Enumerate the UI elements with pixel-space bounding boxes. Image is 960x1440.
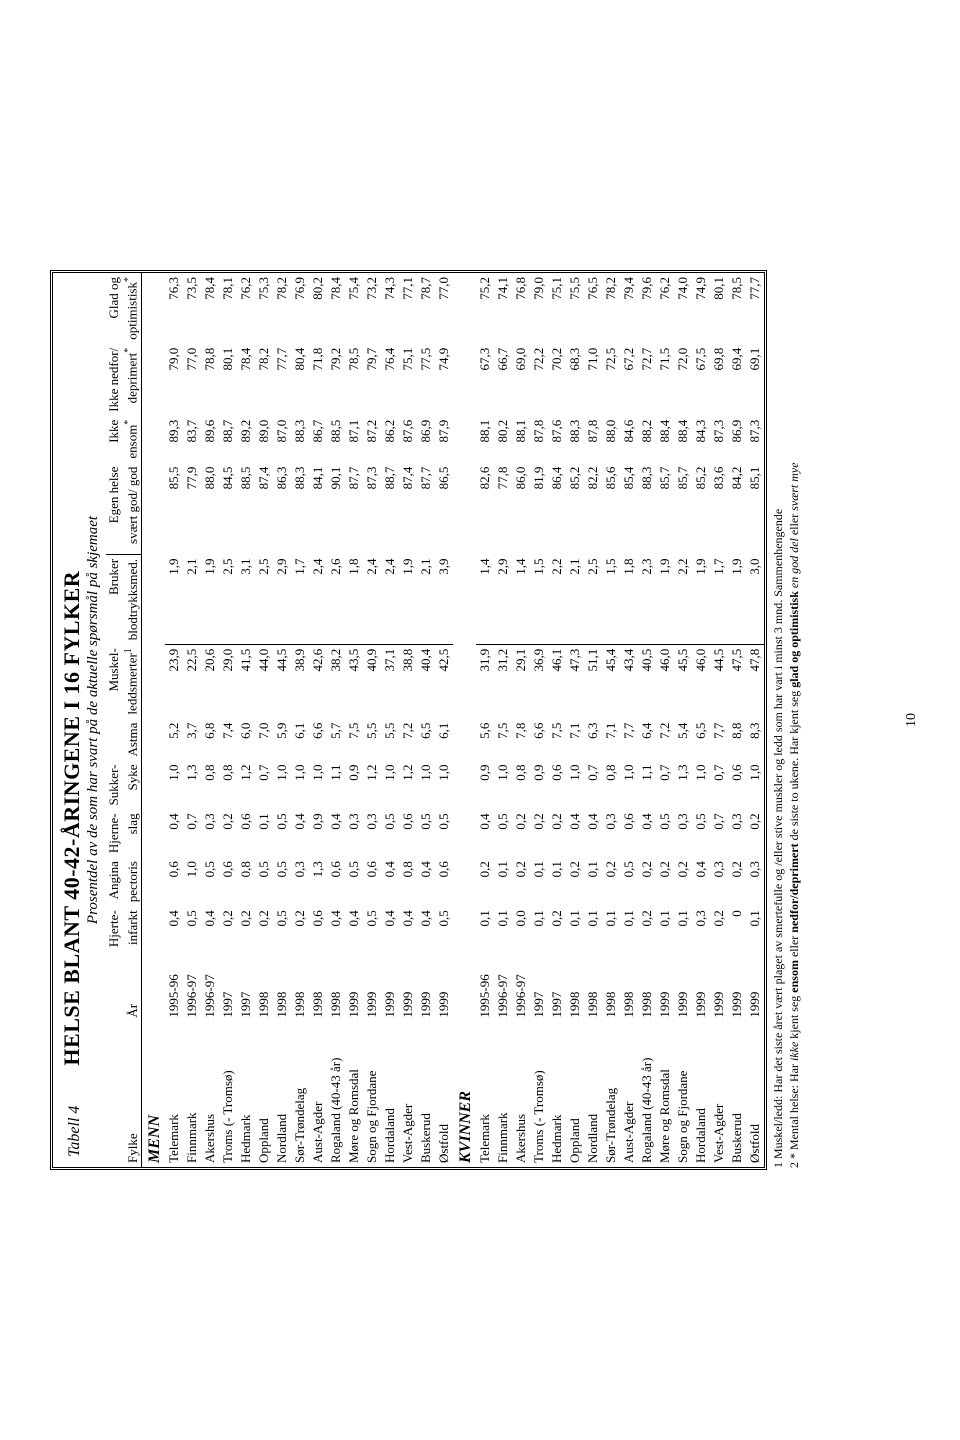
col-angina-top: Angina (106, 857, 122, 906)
col-angina: pectoris (122, 857, 141, 906)
table-row: Oppland19980,20,50,10,77,044,02,587,489,… (255, 273, 273, 1167)
col-egen-top: Egen helse (106, 463, 122, 555)
table-row: Nordland19980,50,50,51,05,944,52,986,387… (273, 273, 291, 1167)
table-row: Møre og Romsdal19990,40,50,30,97,543,51,… (345, 273, 363, 1167)
table-row: Hedmark19970,20,80,61,26,041,53,188,589,… (237, 273, 255, 1167)
table-row: Akershus1996-970,40,50,30,86,820,61,988,… (201, 273, 219, 1167)
table-row: Østfold19990,50,60,51,06,142,53,986,587,… (435, 273, 453, 1167)
table-row: Vest-Agder19990,40,80,61,27,238,81,987,4… (399, 273, 417, 1167)
col-glad: optimistisk* (122, 273, 141, 344)
table-row: Buskerud19990,40,40,51,06,540,42,187,786… (417, 273, 435, 1167)
page-number: 10 (904, 270, 920, 1170)
table-row: Finnmark1996-970,10,10,51,07,531,22,977,… (494, 273, 512, 1167)
table-row: Aust-Agder19980,61,30,91,06,642,62,484,1… (309, 273, 327, 1167)
col-fylke: Fylke (122, 1022, 141, 1167)
table-row: Vest-Agder19990,20,30,70,77,744,51,783,6… (710, 273, 728, 1167)
table-title: HELSE BLANT 40-42-ÅRINGENE I 16 FYLKER (59, 571, 85, 1066)
col-year: År (122, 951, 141, 1021)
table-label: Tabell 4 (66, 1106, 84, 1157)
table-row: Hordaland19990,30,40,51,06,546,01,985,28… (692, 273, 710, 1167)
col-blod: blodtrykksmed. (122, 554, 141, 644)
table-row: Østfold19990,10,30,21,08,347,83,085,187,… (746, 273, 764, 1167)
table-row: Telemark1995-960,40,60,41,05,223,91,985,… (165, 273, 183, 1167)
table-row: Hordaland19990,40,40,51,05,537,12,488,78… (381, 273, 399, 1167)
table-row: Sør-Trøndelag19980,10,20,30,87,145,41,58… (602, 273, 620, 1167)
table-row: Møre og Romsdal19990,10,20,50,77,246,01,… (656, 273, 674, 1167)
col-hjerne: slag (122, 809, 141, 857)
col-muskel-top: Muskel- (106, 644, 122, 718)
table-row: Rogaland (40-43 år)19980,40,60,41,15,738… (327, 273, 345, 1167)
col-ikkened: deprimert* (122, 344, 141, 416)
col-ikkened-top: Ikke nedfor/ (106, 344, 122, 416)
footnotes: 1 Muskel/ledd: Har det siste året vært p… (767, 270, 802, 1170)
table-row: Troms (- Tromsø)19970,10,10,20,96,636,91… (530, 273, 548, 1167)
section-header: KVINNER (453, 273, 476, 1167)
col-hjerte: infarkt (122, 906, 141, 951)
health-table: Hjerte- Angina Hjerne- Sukker- Muskel- B… (106, 273, 764, 1167)
col-blod-top: Bruker (106, 554, 122, 644)
col-egen: svært god/ god (122, 463, 141, 555)
col-glad-top: Glad og (106, 273, 122, 344)
table-row: Oppland19980,10,20,41,07,147,32,185,288,… (566, 273, 584, 1167)
footnote-2: 2 * Mental helse: Har ikke kjent seg ens… (787, 272, 803, 1168)
table-row: Finnmark1996-970,51,00,71,33,722,52,177,… (183, 273, 201, 1167)
col-hjerne-top: Hjerne- (106, 809, 122, 857)
section-header: MENN (141, 273, 165, 1167)
col-sukker-top: Sukker- (106, 761, 122, 810)
col-hjerte-top: Hjerte- (106, 906, 122, 951)
table-row: Akershus1996-970,00,20,20,87,829,11,486,… (512, 273, 530, 1167)
col-ikkeensom: ensom* (122, 416, 141, 463)
table-4-container: Tabell 4 HELSE BLANT 40-42-ÅRINGENE I 16… (50, 270, 767, 1170)
col-muskel: leddsmerter1 (122, 644, 141, 718)
table-row: Troms (- Tromsø)19970,20,60,20,87,429,02… (219, 273, 237, 1167)
table-row: Nordland19980,10,10,40,76,351,12,582,287… (584, 273, 602, 1167)
table-row: Aust-Agder19980,10,50,61,07,743,41,885,4… (620, 273, 638, 1167)
table-row: Rogaland (40-43 år)19980,20,20,41,16,440… (638, 273, 656, 1167)
table-row: Sør-Trøndelag19980,20,30,41,06,138,91,78… (291, 273, 309, 1167)
table-row: Hedmark19970,20,10,20,67,546,12,286,487,… (548, 273, 566, 1167)
table-row: Sogn og Fjordane19990,10,20,31,35,445,52… (674, 273, 692, 1167)
col-sukker: Syke (122, 761, 141, 810)
table-row: Telemark1995-960,10,20,40,95,631,91,482,… (476, 273, 494, 1167)
table-row: Sogn og Fjordane19990,50,60,31,25,540,92… (363, 273, 381, 1167)
table-subtitle: Prosentdel av de som har svart på de akt… (85, 273, 106, 1167)
footnote-1: 1 Muskel/ledd: Har det siste året vært p… (771, 272, 787, 1168)
col-astma: Astma (122, 719, 141, 761)
table-row: Buskerud199900,20,30,68,847,51,984,286,9… (728, 273, 746, 1167)
col-ikkeensom-top: Ikke (106, 416, 122, 463)
